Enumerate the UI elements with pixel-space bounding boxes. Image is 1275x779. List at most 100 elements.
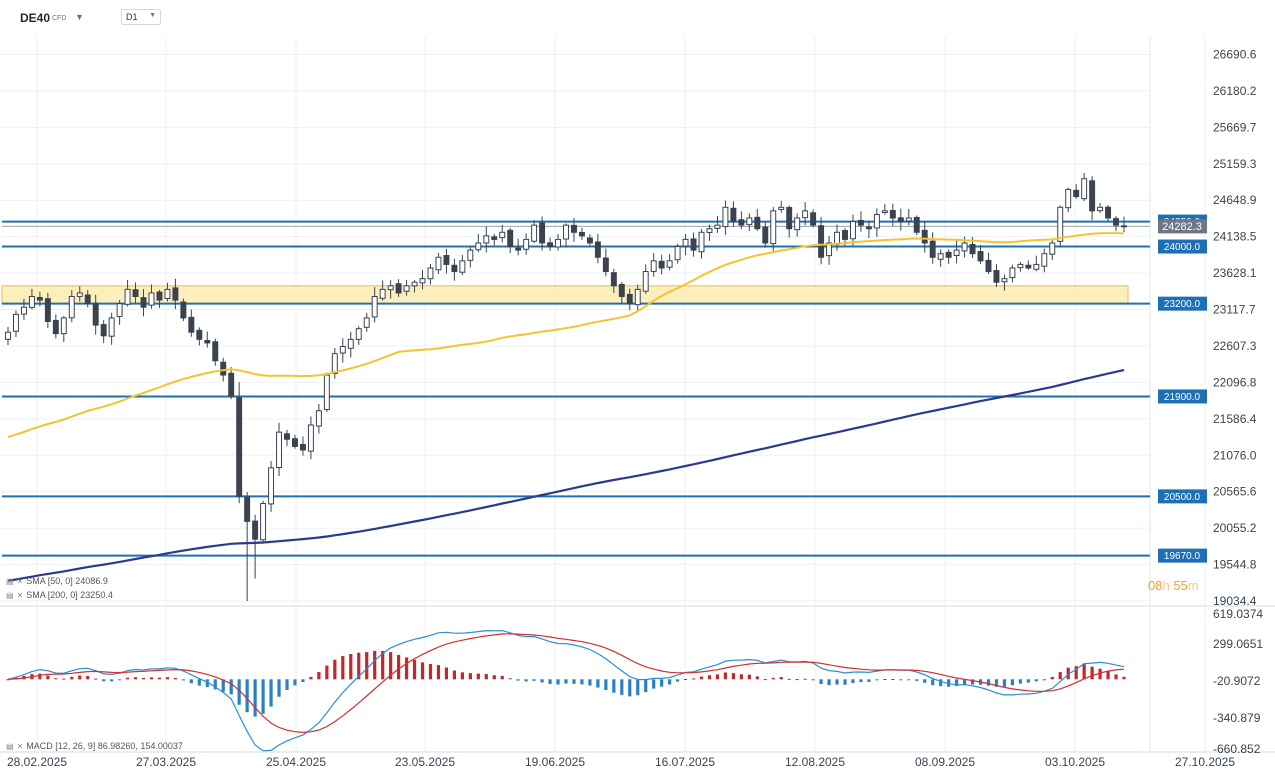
candle-body	[403, 285, 410, 292]
candle-body	[499, 231, 506, 239]
settings-icon[interactable]: ▤	[6, 577, 14, 586]
candle-body	[339, 345, 346, 354]
macd-histogram-bar	[739, 674, 743, 680]
candle-body	[60, 317, 67, 335]
price-tick-label: 19544.8	[1213, 558, 1257, 572]
candle-body	[571, 224, 577, 233]
sma200-legend[interactable]: ▤ ✕ SMA [200, 0] 23250.4	[6, 590, 113, 600]
candle-body	[1089, 180, 1096, 212]
candle-body	[204, 340, 211, 344]
candle-body	[427, 267, 434, 280]
timer-hours-unit: h	[1162, 578, 1170, 593]
current-price-label: 24282.3	[1162, 221, 1202, 233]
level-label: 20500.0	[1164, 492, 1201, 503]
current-price-tag	[1158, 219, 1207, 234]
macd-histogram-bar	[1018, 679, 1022, 684]
symbol-name[interactable]: DE40	[20, 11, 51, 25]
close-icon[interactable]: ✕	[16, 742, 24, 751]
candle-body	[722, 206, 729, 228]
macd-histogram-bar	[835, 679, 839, 685]
candle-body	[594, 241, 601, 258]
macd-legend[interactable]: ▤ ✕ MACD [12, 26, 9] 86.98260, 154.00037	[6, 741, 183, 751]
candle-body	[682, 238, 689, 247]
candle-body	[1033, 263, 1040, 270]
macd-histogram-bar	[596, 679, 600, 688]
candle-body	[100, 324, 107, 337]
candle-body	[459, 260, 466, 273]
macd-histogram-bar	[452, 670, 456, 680]
level-label: 24000.0	[1164, 242, 1201, 253]
macd-histogram-bar	[333, 659, 337, 680]
timer-minutes: 55	[1173, 578, 1188, 593]
macd-histogram-bar	[915, 679, 919, 681]
candle-body	[945, 251, 952, 258]
candle-body	[220, 361, 227, 376]
candle-body	[905, 217, 912, 222]
candle-body	[244, 496, 251, 522]
candle-body	[961, 242, 968, 252]
level-label: 21900.0	[1164, 392, 1201, 403]
macd-histogram-bar	[923, 679, 927, 683]
time-tick-label: 12.08.2025	[785, 755, 845, 769]
macd-histogram-bar	[1050, 676, 1054, 680]
macd-histogram-bar	[636, 679, 640, 696]
macd-tick-label: 619.0374	[1213, 607, 1263, 621]
macd-histogram-bar	[867, 679, 871, 682]
macd-histogram-bar	[1114, 674, 1118, 680]
macd-histogram-bar	[205, 679, 209, 688]
macd-tick-label: -20.9072	[1213, 674, 1261, 688]
macd-histogram-bar	[365, 652, 369, 680]
macd-histogram-bar	[317, 672, 321, 680]
macd-histogram-bar	[1082, 664, 1086, 680]
candle-body	[116, 303, 123, 317]
macd-histogram-bar	[899, 679, 903, 681]
macd-histogram-bar	[412, 659, 417, 680]
candle-body	[1049, 242, 1056, 255]
macd-histogram-bar	[357, 652, 361, 680]
settings-icon[interactable]: ▤	[6, 742, 14, 751]
candle-body	[698, 231, 705, 253]
macd-histogram-bar	[1042, 679, 1046, 681]
candle-body	[523, 238, 530, 250]
macd-histogram-bar	[277, 679, 281, 697]
candle-body	[1097, 206, 1104, 212]
macd-histogram-bar	[420, 662, 425, 680]
macd-histogram-bar	[787, 678, 791, 680]
settings-icon[interactable]: ▤	[6, 591, 14, 600]
macd-histogram-bar	[795, 679, 799, 681]
candle-body	[1065, 188, 1072, 209]
timeframe-select[interactable]: D1 ▼	[121, 9, 161, 25]
macd-histogram-bar	[181, 679, 185, 681]
macd-histogram-bar	[843, 679, 847, 685]
macd-histogram-bar	[859, 679, 863, 683]
close-icon[interactable]: ✕	[16, 577, 24, 586]
macd-histogram-bar	[548, 679, 552, 685]
horizontal-levels[interactable]: 24350.024000.023200.021900.020500.019670…	[2, 214, 1207, 563]
time-tick-label: 08.09.2025	[915, 755, 975, 769]
candle-body	[642, 271, 649, 292]
macd-histogram-bar	[1074, 666, 1078, 680]
candle-body	[443, 255, 450, 265]
candle-body	[347, 338, 354, 349]
sma50-legend[interactable]: ▤ ✕ SMA [50, 0] 24086.9	[6, 576, 108, 586]
candle-body	[865, 226, 872, 230]
caret-down-icon[interactable]: ▼	[75, 12, 84, 22]
time-tick-label: 27.03.2025	[136, 755, 196, 769]
candle-body	[387, 285, 394, 291]
macd-histogram-bar	[46, 675, 50, 680]
close-icon[interactable]: ✕	[16, 591, 24, 600]
candle-body	[188, 316, 195, 333]
price-tick-label: 22096.8	[1213, 375, 1257, 389]
macd-tick-label: -660.852	[1213, 742, 1261, 756]
macd-histogram-bar	[532, 679, 536, 681]
grid	[0, 36, 1275, 753]
macd-histogram-bar	[931, 679, 935, 686]
macd-histogram-bar	[588, 679, 592, 686]
candle-body	[674, 246, 681, 261]
macd-histogram-bar	[94, 678, 98, 680]
candle-body	[539, 222, 546, 244]
macd-line	[7, 629, 1125, 752]
candle-body	[563, 224, 569, 240]
price-tick-label: 26180.2	[1213, 84, 1257, 98]
